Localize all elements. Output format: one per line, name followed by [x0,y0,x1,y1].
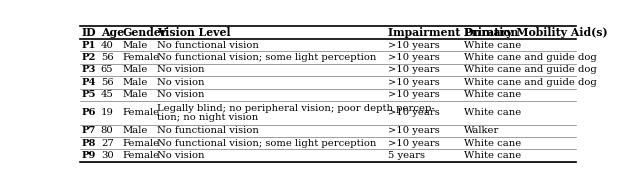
Text: White cane: White cane [465,108,522,117]
Text: P4: P4 [82,78,97,87]
Text: P3: P3 [82,65,97,74]
Text: White cane and guide dog: White cane and guide dog [465,78,597,87]
Text: Male: Male [122,78,148,87]
Text: Impairment Duration: Impairment Duration [388,27,518,38]
Text: No vision: No vision [157,78,204,87]
Text: No functional vision; some light perception: No functional vision; some light percept… [157,53,376,62]
Text: White cane: White cane [465,41,522,50]
Text: No functional vision; some light perception: No functional vision; some light percept… [157,139,376,148]
Text: >10 years: >10 years [388,139,439,148]
Text: >10 years: >10 years [388,53,439,62]
Text: 80: 80 [101,126,113,135]
Text: No functional vision: No functional vision [157,126,259,135]
Text: No functional vision: No functional vision [157,41,259,50]
Text: P5: P5 [82,90,97,99]
Text: White cane and guide dog: White cane and guide dog [465,53,597,62]
Text: Male: Male [122,126,148,135]
Text: No vision: No vision [157,90,204,99]
Text: >10 years: >10 years [388,108,439,117]
Text: >10 years: >10 years [388,126,439,135]
Text: Female: Female [122,53,159,62]
Text: 40: 40 [101,41,114,50]
Text: ID: ID [82,27,97,38]
Text: 45: 45 [101,90,114,99]
Text: Age: Age [101,27,124,38]
Text: tion; no night vision: tion; no night vision [157,112,258,122]
Text: Female: Female [122,139,159,148]
Text: No vision: No vision [157,151,204,160]
Text: Primary Mobility Aid(s): Primary Mobility Aid(s) [465,27,608,38]
Text: >10 years: >10 years [388,78,439,87]
Text: White cane and guide dog: White cane and guide dog [465,65,597,74]
Text: Male: Male [122,90,148,99]
Text: P8: P8 [82,139,97,148]
Text: P1: P1 [82,41,97,50]
Text: 56: 56 [101,53,113,62]
Text: 5 years: 5 years [388,151,424,160]
Text: P7: P7 [82,126,97,135]
Text: White cane: White cane [465,90,522,99]
Text: Vision Level: Vision Level [157,27,230,38]
Text: 27: 27 [101,139,113,148]
Text: >10 years: >10 years [388,65,439,74]
Text: Male: Male [122,41,148,50]
Text: 56: 56 [101,78,113,87]
Text: Walker: Walker [465,126,500,135]
Text: 65: 65 [101,65,113,74]
Text: Female: Female [122,151,159,160]
Text: Female: Female [122,108,159,117]
Text: 19: 19 [101,108,114,117]
Text: P9: P9 [82,151,97,160]
Text: Legally blind; no peripheral vision; poor depth percep-: Legally blind; no peripheral vision; poo… [157,104,435,113]
Text: No vision: No vision [157,65,204,74]
Text: White cane: White cane [465,151,522,160]
Text: P6: P6 [82,108,97,117]
Text: Male: Male [122,65,148,74]
Text: White cane: White cane [465,139,522,148]
Text: 30: 30 [101,151,113,160]
Text: P2: P2 [82,53,97,62]
Text: >10 years: >10 years [388,90,439,99]
Text: Gender: Gender [122,27,166,38]
Text: >10 years: >10 years [388,41,439,50]
